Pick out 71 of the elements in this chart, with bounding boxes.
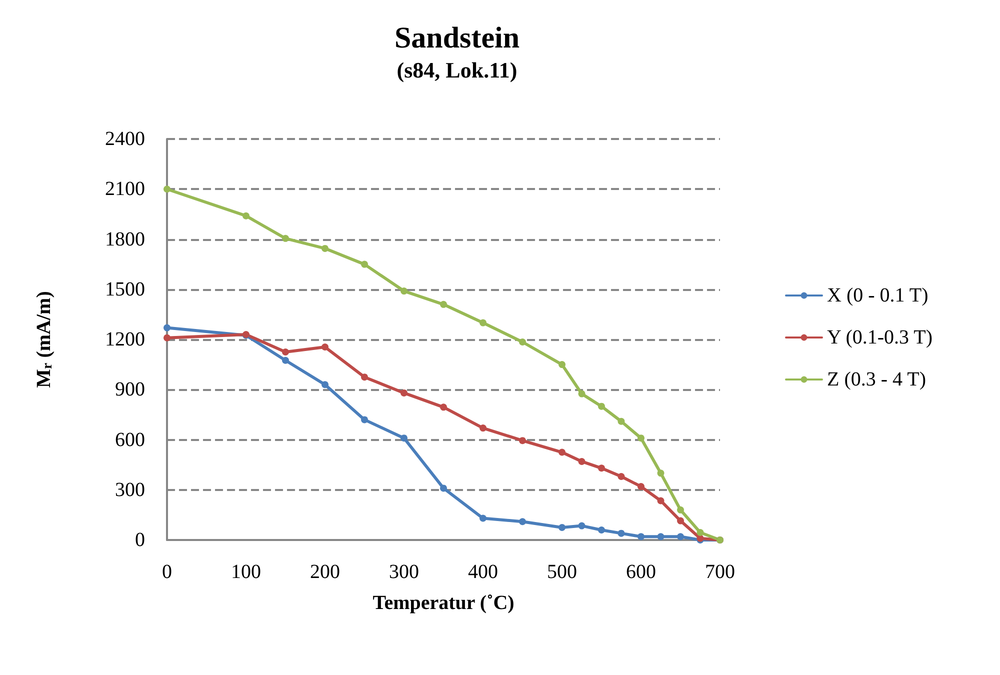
point bbox=[282, 234, 289, 242]
point bbox=[618, 473, 625, 480]
point bbox=[480, 424, 486, 432]
point bbox=[677, 506, 684, 514]
x-tick-label: 300 bbox=[389, 561, 419, 583]
y-tick-label: 1800 bbox=[105, 228, 145, 250]
point bbox=[322, 244, 328, 252]
point bbox=[677, 517, 684, 524]
legend-label: Z (0.3 - 4 T) bbox=[827, 368, 926, 390]
point bbox=[242, 212, 250, 220]
chart-subtitle: (s84, Lok.11) bbox=[396, 58, 518, 82]
point bbox=[400, 288, 408, 295]
point bbox=[558, 361, 566, 368]
x-tick-label: 100 bbox=[231, 561, 261, 583]
y-tick-label: 300 bbox=[115, 478, 145, 501]
point bbox=[480, 319, 486, 326]
point bbox=[519, 338, 526, 346]
y-tick-label: 900 bbox=[115, 378, 145, 401]
point bbox=[282, 348, 289, 356]
point bbox=[578, 522, 586, 530]
point bbox=[638, 434, 644, 442]
point bbox=[598, 464, 605, 472]
point bbox=[361, 260, 368, 268]
point bbox=[361, 416, 368, 424]
point bbox=[598, 402, 605, 410]
y-tick-label: 2400 bbox=[105, 128, 145, 150]
point bbox=[578, 458, 586, 465]
point bbox=[164, 186, 170, 193]
x-tick-label: 700 bbox=[705, 561, 735, 583]
x-tick-label: 0 bbox=[162, 561, 172, 583]
x-tick-label: 500 bbox=[547, 561, 577, 583]
y-tick-label: 600 bbox=[115, 428, 145, 451]
point bbox=[677, 533, 684, 540]
x-tick-label: 400 bbox=[468, 561, 498, 583]
point bbox=[519, 518, 526, 526]
point bbox=[164, 334, 170, 342]
point bbox=[696, 528, 704, 536]
point bbox=[322, 381, 328, 388]
point bbox=[282, 356, 289, 364]
point bbox=[618, 418, 625, 425]
point bbox=[400, 389, 408, 396]
chart-title: Sandstein bbox=[394, 22, 520, 54]
point bbox=[480, 514, 486, 522]
point bbox=[657, 497, 664, 504]
point bbox=[638, 483, 644, 490]
point bbox=[440, 484, 447, 492]
point bbox=[440, 300, 447, 308]
point bbox=[578, 390, 586, 398]
y-axis-title: Mr (mA/m) bbox=[33, 291, 56, 388]
point bbox=[657, 470, 664, 477]
x-tick-label: 600 bbox=[626, 561, 656, 583]
y-tick-label: 1500 bbox=[105, 278, 145, 300]
y-tick-label: 2100 bbox=[105, 178, 145, 200]
x-tick-label: 200 bbox=[310, 561, 340, 583]
point bbox=[657, 533, 664, 540]
point bbox=[440, 404, 447, 411]
point bbox=[618, 530, 625, 537]
point bbox=[361, 374, 368, 381]
legend-label: X (0 - 0.1 T) bbox=[827, 284, 928, 306]
point bbox=[558, 524, 566, 531]
point bbox=[400, 434, 408, 442]
point bbox=[519, 437, 526, 444]
point bbox=[558, 448, 566, 456]
point bbox=[164, 324, 170, 332]
point bbox=[598, 526, 605, 534]
point bbox=[638, 533, 644, 540]
x-axis-title: Temperatur (˚C) bbox=[372, 592, 514, 614]
y-tick-label: 0 bbox=[135, 529, 145, 551]
legend-label: Y (0.1-0.3 T) bbox=[827, 326, 933, 348]
y-tick-label: 1200 bbox=[105, 328, 145, 350]
point bbox=[322, 344, 328, 351]
